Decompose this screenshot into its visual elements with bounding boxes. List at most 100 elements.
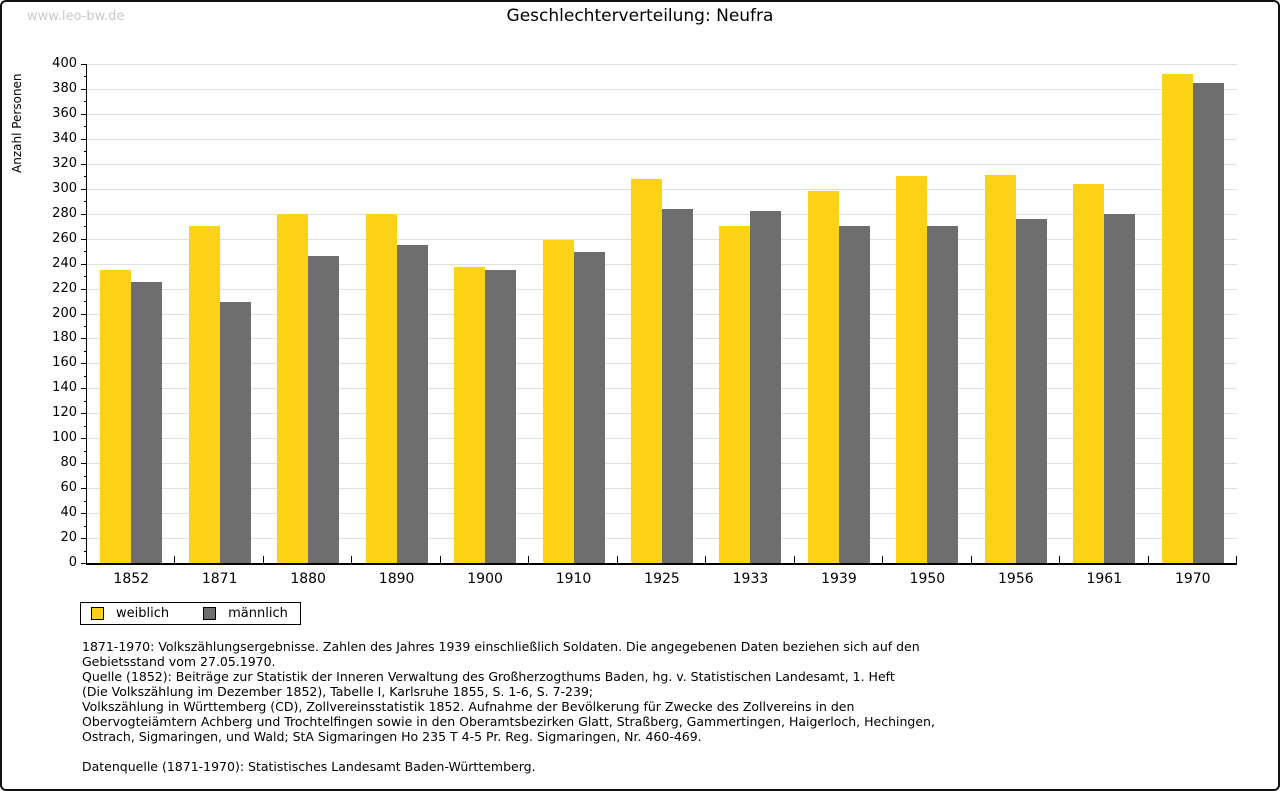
x-tick-label-1890: 1890 [378, 571, 415, 587]
bar-weiblich-1880 [277, 213, 309, 563]
y-tick-100 [81, 438, 87, 440]
gridline-320 [87, 163, 1237, 165]
y-minor-tick-50 [84, 500, 87, 502]
bar-weiblich-1970 [1161, 73, 1193, 563]
legend-swatch-weiblich [91, 607, 104, 620]
x-separator-tick-11 [1059, 556, 1061, 563]
legend-label-weiblich: weiblich [116, 606, 170, 621]
gridline-360 [87, 113, 1237, 115]
y-tick-label-380: 380 [52, 80, 77, 96]
y-tick-label-160: 160 [52, 355, 77, 371]
y-tick-label-300: 300 [52, 180, 77, 196]
y-tick-380 [81, 88, 87, 90]
y-minor-tick-10 [84, 550, 87, 552]
y-minor-tick-130 [84, 400, 87, 402]
bar-männlich-1956 [1015, 218, 1047, 563]
gridline-380 [87, 88, 1237, 90]
x-tick-label-1900: 1900 [467, 571, 503, 587]
x-tick-label-1956: 1956 [998, 571, 1034, 587]
y-tick-label-140: 140 [52, 380, 77, 396]
y-minor-tick-110 [84, 425, 87, 427]
y-minor-tick-190 [84, 325, 87, 327]
y-tick-220 [81, 288, 87, 290]
y-tick-80 [81, 463, 87, 465]
bar-männlich-1933 [750, 211, 782, 563]
y-tick-400 [81, 64, 87, 65]
x-tick-label-1880: 1880 [290, 571, 326, 587]
y-tick-160 [81, 363, 87, 365]
y-tick-label-180: 180 [52, 330, 77, 346]
bar-weiblich-1939 [807, 191, 839, 563]
x-separator-tick-4 [439, 556, 441, 563]
y-minor-tick-150 [84, 375, 87, 377]
gridline-300 [87, 188, 1237, 190]
y-tick-280 [81, 213, 87, 215]
legend: weiblich männlich [80, 602, 301, 625]
footer-datasource: Datenquelle (1871-1970): Statistisches L… [82, 759, 536, 774]
bar-männlich-1890 [396, 244, 428, 563]
x-separator-tick-5 [528, 556, 530, 563]
y-tick-240 [81, 263, 87, 265]
y-tick-label-80: 80 [60, 455, 77, 471]
y-tick-360 [81, 113, 87, 115]
x-separator-tick-12 [1147, 556, 1149, 563]
x-separator-tick-10 [970, 556, 972, 563]
y-minor-tick-170 [84, 350, 87, 352]
plot-area: 0 20 40 60 80 100 120 140 160 180 200 220 240 260 280 3… [52, 57, 1237, 587]
x-separator-tick-9 [882, 556, 884, 563]
bar-männlich-1880 [308, 256, 340, 563]
legend-item-maennlich: männlich [203, 606, 288, 621]
y-tick-label-60: 60 [60, 480, 77, 496]
bar-weiblich-1956 [984, 175, 1016, 563]
x-separator-tick-6 [616, 556, 618, 563]
watermark: www.leo-bw.de [27, 9, 125, 24]
bar-weiblich-1961 [1073, 183, 1105, 563]
y-tick-label-340: 340 [52, 130, 77, 146]
y-minor-tick-70 [84, 475, 87, 477]
bar-weiblich-1950 [896, 176, 928, 563]
x-tick-label-1925: 1925 [644, 571, 680, 587]
y-tick-label-100: 100 [52, 430, 77, 446]
y-minor-tick-210 [84, 301, 87, 303]
y-tick-40 [81, 513, 87, 515]
y-tick-label-240: 240 [52, 255, 77, 271]
x-tick-label-1871: 1871 [201, 571, 238, 587]
y-tick-label-280: 280 [52, 205, 77, 221]
x-separator-tick-2 [262, 556, 264, 563]
bar-männlich-1950 [927, 226, 959, 563]
legend-swatch-maennlich [203, 607, 217, 620]
chart-title: Geschlechterverteilung: Neufra [506, 6, 774, 26]
footer-notes: 1871-1970: Volkszählungsergebnisse. Zahl… [82, 639, 935, 744]
bar-weiblich-1910 [542, 239, 574, 563]
x-tick-label-1970: 1970 [1174, 571, 1211, 587]
y-tick-140 [81, 388, 87, 390]
y-tick-20 [81, 538, 87, 540]
y-axis-label: Anzahl Personen [10, 73, 24, 173]
bar-männlich-1852 [131, 282, 163, 563]
y-tick-320 [81, 163, 87, 165]
y-tick-label-360: 360 [52, 105, 77, 121]
y-minor-tick-290 [84, 201, 87, 203]
x-tick-label-1950: 1950 [909, 571, 946, 587]
x-separator-tick-1 [174, 556, 176, 563]
y-minor-tick-30 [84, 525, 87, 527]
y-minor-tick-270 [84, 226, 87, 228]
bar-männlich-1939 [838, 226, 870, 563]
y-tick-60 [81, 488, 87, 490]
bar-weiblich-1852 [100, 269, 132, 563]
bar-männlich-1871 [219, 302, 251, 563]
bar-weiblich-1871 [188, 226, 220, 563]
x-separator-tick-7 [705, 556, 707, 563]
y-tick-0 [81, 563, 87, 564]
gridline-340 [87, 138, 1237, 140]
legend-item-weiblich: weiblich [91, 606, 169, 621]
y-tick-180 [81, 338, 87, 340]
y-tick-300 [81, 188, 87, 190]
bar-weiblich-1890 [365, 213, 397, 563]
x-separator-tick-3 [351, 556, 353, 563]
y-minor-tick-250 [84, 251, 87, 253]
y-tick-label-20: 20 [60, 530, 77, 546]
bar-weiblich-1925 [631, 178, 662, 563]
bar-männlich-1900 [485, 269, 517, 563]
